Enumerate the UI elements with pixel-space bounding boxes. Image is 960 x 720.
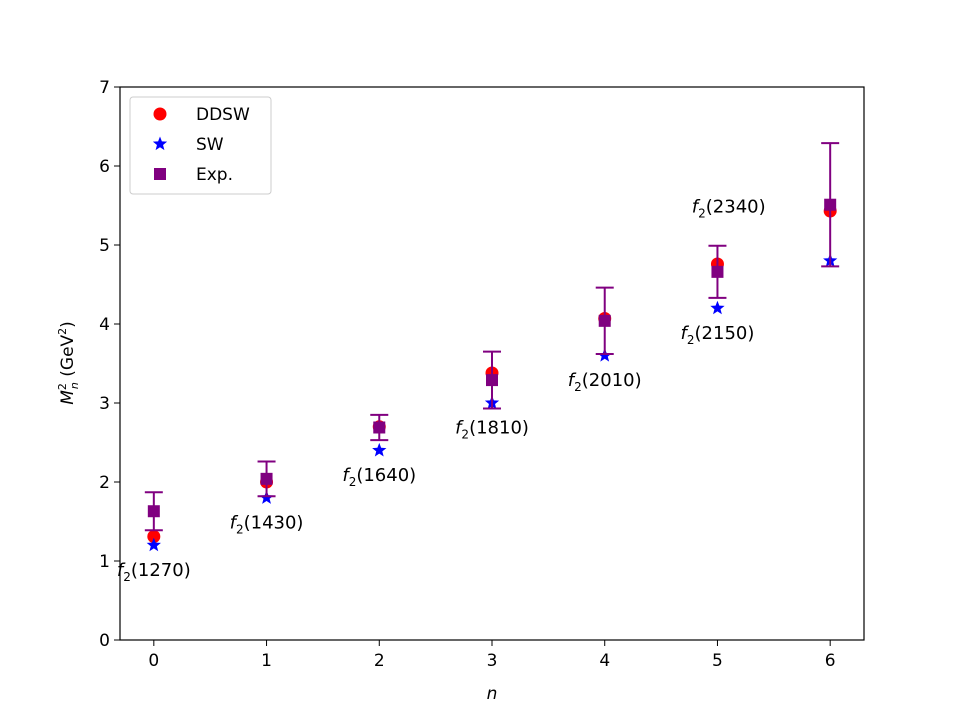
annotation-rest-5: (2150)	[695, 323, 755, 344]
point-exp-0	[147, 505, 160, 518]
y-tick-label-0: 0	[99, 631, 110, 651]
y-axis-label-main: M	[58, 390, 78, 405]
annotation-sub-0: 2	[123, 570, 131, 584]
y-tick-label-7: 7	[99, 78, 110, 98]
point-ddsw-0	[147, 530, 161, 544]
y-tick-label-3: 3	[99, 394, 110, 414]
y-axis-label: M2n (GeV2)	[56, 321, 81, 405]
annotation-1: f2(1430)	[230, 512, 304, 536]
annotation-rest-0: (1270)	[131, 560, 191, 581]
point-exp-4	[598, 314, 611, 327]
annotation-5: f2(2150)	[681, 323, 755, 347]
plot-area: f2(1270)f2(1430)f2(1640)f2(1810)f2(2010)…	[117, 142, 840, 584]
y-axis-label-unit-close: )	[58, 321, 78, 328]
y-axis-label-unit-open: (GeV	[58, 334, 78, 382]
annotation-sub-4: 2	[574, 380, 582, 394]
annotation-3: f2(1810)	[455, 418, 529, 442]
y-tick-label-1: 1	[99, 552, 110, 572]
annotation-main-4: f	[568, 370, 577, 391]
x-tick-label-0: 0	[148, 651, 159, 671]
y-tick-label-4: 4	[99, 315, 110, 335]
point-exp-1	[260, 472, 273, 485]
x-tick-label-3: 3	[487, 651, 498, 671]
point-exp-5	[711, 265, 724, 278]
annotation-main-1: f	[230, 512, 239, 533]
legend: DDSW SW Exp.	[129, 96, 272, 195]
annotation-rest-3: (1810)	[469, 418, 529, 439]
point-sw-0	[146, 537, 161, 552]
y-axis-label-unit-sup: 2	[56, 328, 69, 335]
annotation-main-5: f	[681, 323, 690, 344]
legend-marker-ddsw	[153, 107, 167, 121]
point-sw-2	[372, 442, 387, 457]
legend-marker-exp	[154, 168, 166, 180]
x-tick-label-6: 6	[825, 651, 836, 671]
annotation-rest-4: (2010)	[582, 370, 642, 391]
y-tick-label-5: 5	[99, 236, 110, 256]
annotation-4: f2(2010)	[568, 370, 642, 394]
x-tick-label-4: 4	[599, 651, 610, 671]
x-tick-label-5: 5	[712, 651, 723, 671]
series-exp	[144, 142, 840, 532]
legend-label-exp: Exp.	[196, 165, 233, 185]
point-sw-5	[710, 300, 725, 315]
annotation-sub-6: 2	[698, 206, 706, 220]
x-axis-label: n	[487, 684, 498, 704]
annotation-rest-1: (1430)	[244, 512, 304, 533]
annotation-main-6: f	[692, 196, 701, 217]
annotation-main-2: f	[342, 465, 351, 486]
annotation-2: f2(1640)	[342, 465, 416, 489]
annotation-sub-1: 2	[236, 522, 244, 536]
point-exp-2	[373, 421, 386, 434]
x-tick-label-2: 2	[374, 651, 385, 671]
y-axis-label-sup: 2	[56, 383, 69, 390]
legend-marker-sw	[152, 136, 168, 151]
annotation-sub-5: 2	[687, 333, 695, 347]
annotation-6: f2(2340)	[692, 196, 766, 220]
annotation-main-0: f	[117, 560, 126, 581]
point-exp-6	[824, 198, 837, 211]
annotation-main-3: f	[455, 418, 464, 439]
point-exp-3	[486, 374, 498, 387]
legend-label-ddsw: DDSW	[196, 105, 250, 125]
x-tick-label-1: 1	[261, 651, 272, 671]
y-tick-label-2: 2	[99, 473, 110, 493]
y-tick-label-6: 6	[99, 157, 110, 177]
annotation-rest-2: (1640)	[356, 465, 416, 486]
annotation-0: f2(1270)	[117, 560, 191, 584]
annotation-rest-6: (2340)	[706, 196, 766, 217]
annotation-sub-2: 2	[349, 475, 357, 489]
y-axis-label-sub: n	[68, 382, 81, 389]
annotation-sub-3: 2	[461, 428, 469, 442]
legend-label-sw: SW	[196, 135, 224, 155]
